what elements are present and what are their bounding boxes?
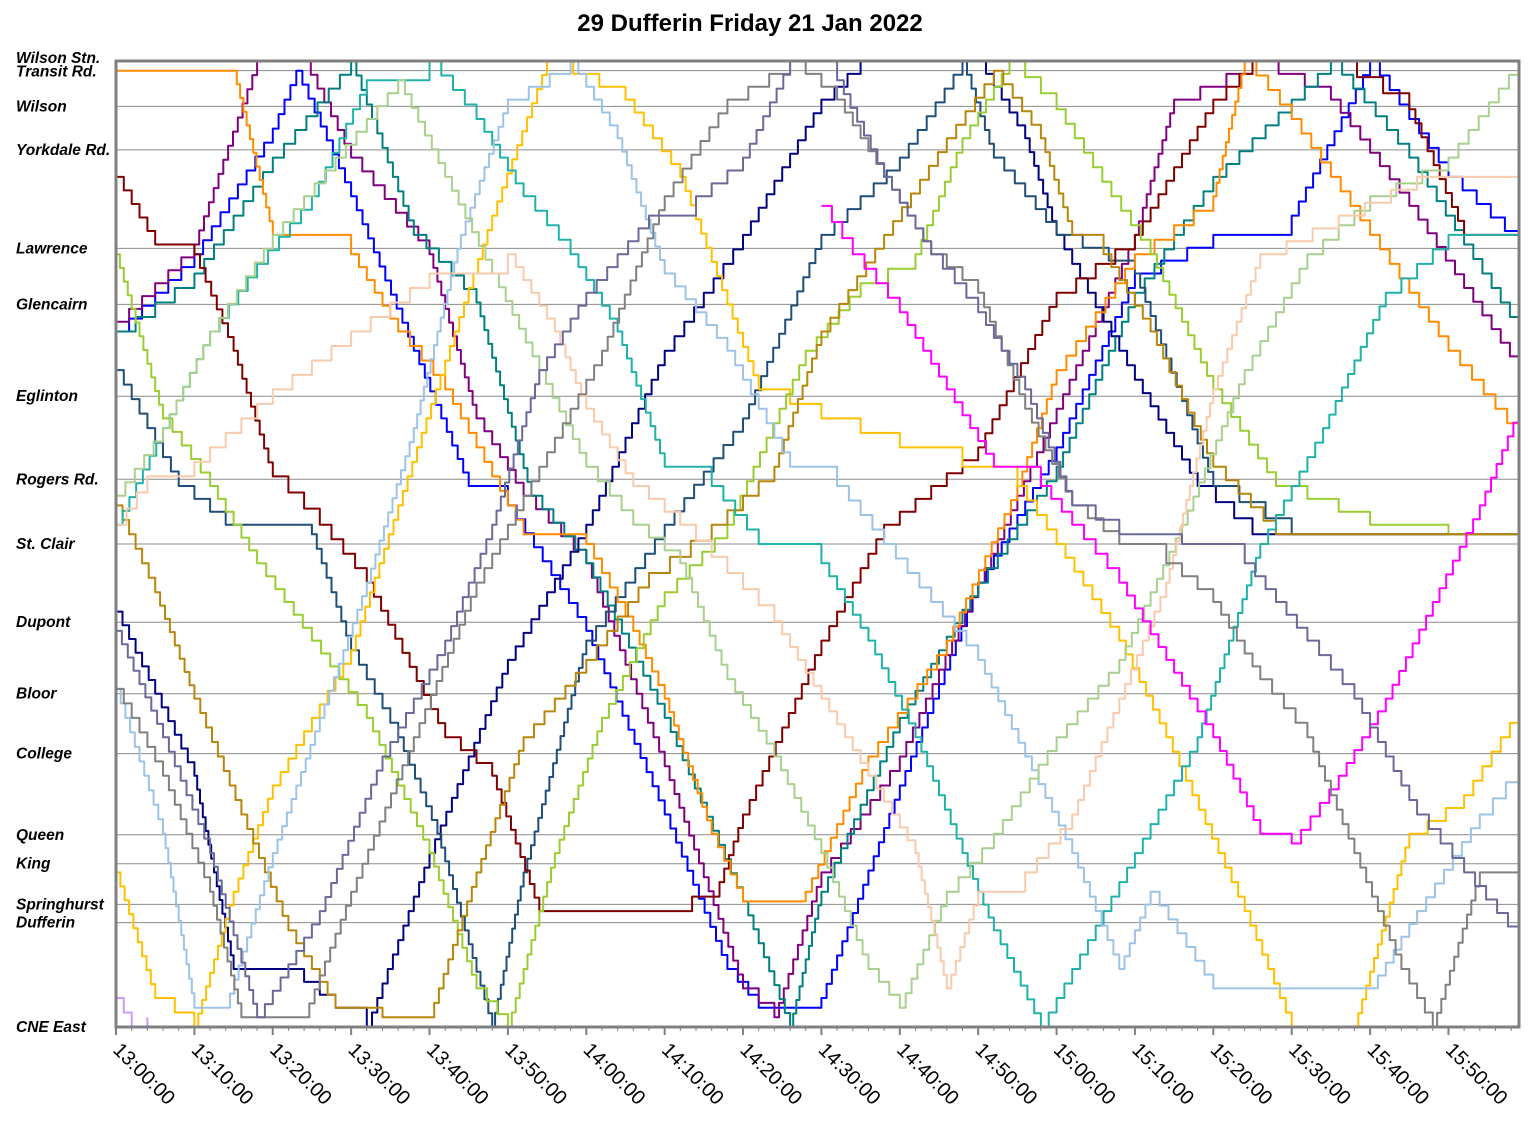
stop-label: Dufferin	[16, 915, 75, 932]
x-tick-label: 15:40:00	[1363, 1039, 1434, 1110]
series-line-9	[116, 69, 1519, 1019]
series-line-15	[116, 60, 1520, 1028]
series-line-12	[116, 61, 1520, 1009]
chart-title: 29 Dufferin Friday 21 Jan 2022	[577, 10, 923, 37]
stop-label: King	[16, 856, 51, 873]
series-line-7	[116, 60, 1520, 1028]
series-line-6	[116, 60, 1520, 903]
x-tick-label: 13:40:00	[422, 1039, 493, 1110]
stop-label: Queen	[16, 827, 64, 844]
stop-label: College	[16, 746, 72, 763]
stop-label: CNE East	[16, 1019, 87, 1036]
stop-label: Wilson Stn.	[16, 50, 100, 67]
x-tick-label: 13:00:00	[108, 1039, 179, 1110]
stop-label: Eglinton	[16, 388, 78, 405]
stop-label: Lawrence	[16, 240, 88, 257]
x-tick-label: 15:20:00	[1206, 1039, 1277, 1110]
gridlines	[116, 60, 1519, 1028]
x-tick-label: 14:30:00	[814, 1039, 885, 1110]
stop-label: Transit Rd.	[16, 64, 97, 81]
time-axis: 13:00:00 13:10:00 13:20:00 13:30:00 13:40:00…	[108, 1027, 1512, 1110]
series-line-8	[116, 60, 1519, 1028]
series-line-17	[116, 997, 149, 1028]
stop-label: Springhurst	[16, 896, 105, 913]
x-tick-label: 13:30:00	[344, 1039, 415, 1110]
series-line-5	[116, 60, 1520, 913]
stop-label: Wilson	[16, 98, 67, 115]
stop-label: Bloor	[16, 686, 57, 703]
stop-label: St. Clair	[16, 536, 76, 553]
series-line-10	[116, 60, 1519, 1028]
x-tick-label: 14:40:00	[892, 1039, 963, 1110]
stop-label: Glencairn	[16, 296, 88, 313]
x-tick-label: 13:50:00	[500, 1039, 571, 1110]
x-tick-label: 15:50:00	[1441, 1039, 1512, 1110]
series-line-14	[821, 204, 1520, 845]
series-line-1	[116, 60, 1520, 1019]
x-tick-label: 14:10:00	[657, 1039, 728, 1110]
plot-frame	[114, 59, 1521, 1029]
series-line-13	[116, 157, 1520, 990]
stop-labels: Wilson Stn.Transit Rd. Wilson Yorkdale Rd.…	[16, 50, 110, 1036]
x-tick-label: 13:20:00	[265, 1039, 336, 1110]
x-tick-label: 14:00:00	[579, 1039, 650, 1110]
series-line-16	[116, 60, 1520, 1019]
series-line-0	[116, 60, 1520, 1009]
x-tick-label: 15:00:00	[1049, 1039, 1120, 1110]
x-tick-label: 13:10:00	[187, 1039, 258, 1110]
stop-label: Rogers Rd.	[16, 471, 99, 488]
stop-label: Dupont	[16, 614, 71, 631]
series-line-11	[116, 60, 1520, 1009]
stop-label: Yorkdale Rd.	[16, 142, 110, 159]
series-line-4	[116, 60, 1519, 1028]
series-lines	[116, 60, 1520, 1028]
x-tick-label: 14:50:00	[971, 1039, 1042, 1110]
x-tick-label: 15:30:00	[1284, 1039, 1355, 1110]
x-tick-label: 15:10:00	[1127, 1039, 1198, 1110]
x-tick-label: 14:20:00	[736, 1039, 807, 1110]
